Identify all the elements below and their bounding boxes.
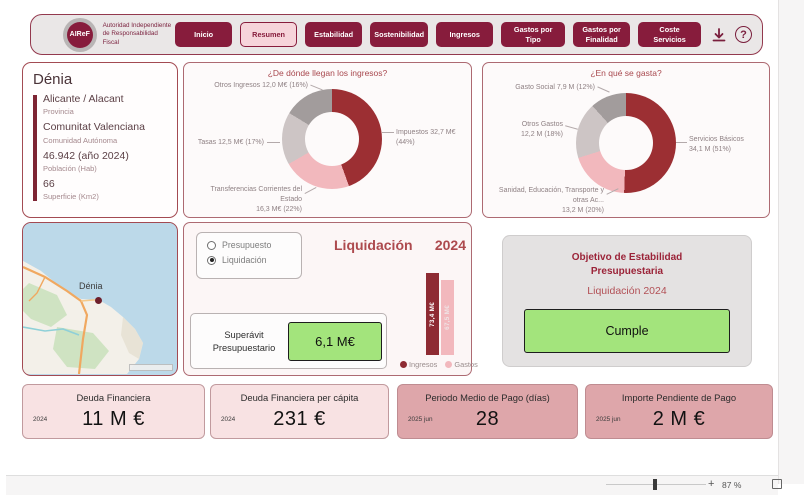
nav-button-resumen[interactable]: Resumen xyxy=(240,22,298,47)
info-field-comunidad: Comunitat Valenciana Comunidad Autónoma xyxy=(43,121,145,145)
superavit-label: Superávit Presupuestario xyxy=(212,330,276,353)
info-field-poblacion: 46.942 (año 2024) Población (Hab) xyxy=(43,149,129,173)
map-marker-dot xyxy=(95,297,102,304)
zoom-slider-handle[interactable] xyxy=(653,479,657,490)
label-connector xyxy=(267,142,280,143)
info-field-superficie: 66 Superficie (Km2) xyxy=(43,178,99,202)
label-connector xyxy=(304,187,317,194)
zoom-in-button[interactable]: + xyxy=(708,478,715,490)
radio-option-liquidacion[interactable]: Liquidación xyxy=(207,255,301,265)
ingresos-donut-chart xyxy=(282,89,382,189)
objetivo-estabilidad-box: Objetivo de Estabilidad Presupuestaria L… xyxy=(502,235,752,367)
nav-button-gastos-por-finalidad[interactable]: Gastos por Finalidad xyxy=(573,22,631,47)
nav-buttons: Inicio Resumen Estabilidad Sostenibilida… xyxy=(175,22,701,47)
gastos-donut-panel: ¿En qué se gasta? Gasto Social 7,9 M (12… xyxy=(482,62,770,218)
superavit-value: 6,1 M€ xyxy=(288,322,382,361)
label-transferencias: Transferencias Corrientes del Estado 16,… xyxy=(210,186,302,213)
legend-ingresos: Ingresos xyxy=(400,360,437,369)
status-bar: + 87 % xyxy=(6,475,782,495)
label-connector xyxy=(597,86,610,93)
nav-button-inicio[interactable]: Inicio xyxy=(175,22,233,47)
label-impuestos: Impuestos 32,7 M€ (44%) xyxy=(396,129,456,146)
municipality-info-panel: Dénia Alicante / Alacant Provincia Comun… xyxy=(22,62,178,218)
cumple-status-badge: Cumple xyxy=(524,309,730,353)
label-connector xyxy=(565,125,578,130)
nav-icons: ? xyxy=(711,26,752,43)
bar-gastos: 67,5 M€ xyxy=(441,280,454,355)
map-attribution xyxy=(129,364,173,371)
kpi-deuda-financiera: Deuda Financiera 2024 11 M € xyxy=(22,384,205,439)
label-gasto-social: Gasto Social 7,9 M (12%) xyxy=(515,84,595,91)
municipality-name: Dénia xyxy=(33,71,73,88)
airef-logo: AIReF Autoridad Independiente de Respons… xyxy=(63,17,175,52)
superavit-box: Superávit Presupuestario 6,1 M€ xyxy=(190,313,387,369)
ingresos-gastos-bar-chart: 73,4 M€ 67,5 M€ xyxy=(426,273,454,355)
presupuesto-liquidacion-selector: Presupuesto Liquidación xyxy=(196,232,302,279)
liquidacion-panel: Presupuesto Liquidación Liquidación 2024… xyxy=(183,222,478,376)
info-accent-bar xyxy=(33,95,37,201)
label-connector xyxy=(676,142,687,143)
label-connector xyxy=(310,84,323,91)
legend-dot-gastos xyxy=(445,361,453,368)
location-map[interactable]: Dénia xyxy=(22,222,178,376)
radio-circle-liquidacion[interactable] xyxy=(207,255,216,265)
kpi-importe-pendiente-pago: Importe Pendiente de Pago 2025 jun 2 M € xyxy=(585,384,773,439)
bar-chart-legend: Ingresos Gastos xyxy=(400,360,478,369)
map-city-label: Dénia xyxy=(79,281,103,291)
airef-logo-text: AIReF xyxy=(66,21,93,48)
gastos-chart-title: ¿En qué se gasta? xyxy=(590,68,662,78)
ingresos-donut-panel: ¿De dónde llegan los ingresos? Otros Ing… xyxy=(183,62,472,218)
liquidacion-title: Liquidación 2024 xyxy=(334,237,466,253)
zoom-percentage: 87 % xyxy=(722,480,742,490)
label-sanidad-educacion: Sanidad, Educación, Transporte y otras A… xyxy=(498,187,604,214)
label-servicios-basicos: Servicios Básicos 34,1 M (51%) xyxy=(689,136,744,153)
objetivo-subtitle: Liquidación 2024 xyxy=(587,285,667,297)
help-icon[interactable]: ? xyxy=(735,26,752,43)
legend-gastos: Gastos xyxy=(445,360,478,369)
nav-button-gastos-por-tipo[interactable]: Gastos por Tipo xyxy=(501,22,566,47)
download-icon[interactable] xyxy=(711,27,727,43)
radio-circle-presupuesto[interactable] xyxy=(207,240,216,250)
fullscreen-icon[interactable] xyxy=(772,479,782,489)
label-connector xyxy=(382,132,394,133)
map-svg xyxy=(23,223,176,375)
label-otros-ingresos: Otros Ingresos 12,0 M€ (16%) xyxy=(214,82,308,89)
info-field-provincia: Alicante / Alacant Provincia xyxy=(43,93,124,117)
bar-ingresos: 73,4 M€ xyxy=(426,273,439,355)
gastos-donut-chart xyxy=(576,93,676,193)
legend-dot-ingresos xyxy=(400,361,407,368)
kpi-periodo-medio-pago: Periodo Medio de Pago (días) 2025 jun 28 xyxy=(397,384,578,439)
nav-button-coste-servicios[interactable]: Coste Servicios xyxy=(638,22,701,47)
ingresos-chart-title: ¿De dónde llegan los ingresos? xyxy=(267,68,388,78)
objetivo-title: Objetivo de Estabilidad Presupuestaria xyxy=(571,252,683,277)
nav-button-estabilidad[interactable]: Estabilidad xyxy=(305,22,363,47)
top-navbar: AIReF Autoridad Independiente de Respons… xyxy=(30,14,763,55)
page-right-gutter xyxy=(778,0,804,484)
airef-logo-subtitle: Autoridad Independiente de Responsabilid… xyxy=(102,21,172,46)
airef-logo-circle: AIReF xyxy=(63,17,97,52)
kpi-deuda-per-capita: Deuda Financiera per cápita 2024 231 € xyxy=(210,384,389,439)
label-tasas: Tasas 12,5 M€ (17%) xyxy=(197,139,264,146)
label-otros-gastos: Otros Gastos 12,2 M (18%) xyxy=(520,121,563,138)
nav-button-sostenibilidad[interactable]: Sostenibilidad xyxy=(370,22,429,47)
nav-button-ingresos[interactable]: Ingresos xyxy=(436,22,494,47)
radio-option-presupuesto[interactable]: Presupuesto xyxy=(207,240,301,250)
objetivo-section: Objetivo de Estabilidad Presupuestaria L… xyxy=(482,222,770,376)
